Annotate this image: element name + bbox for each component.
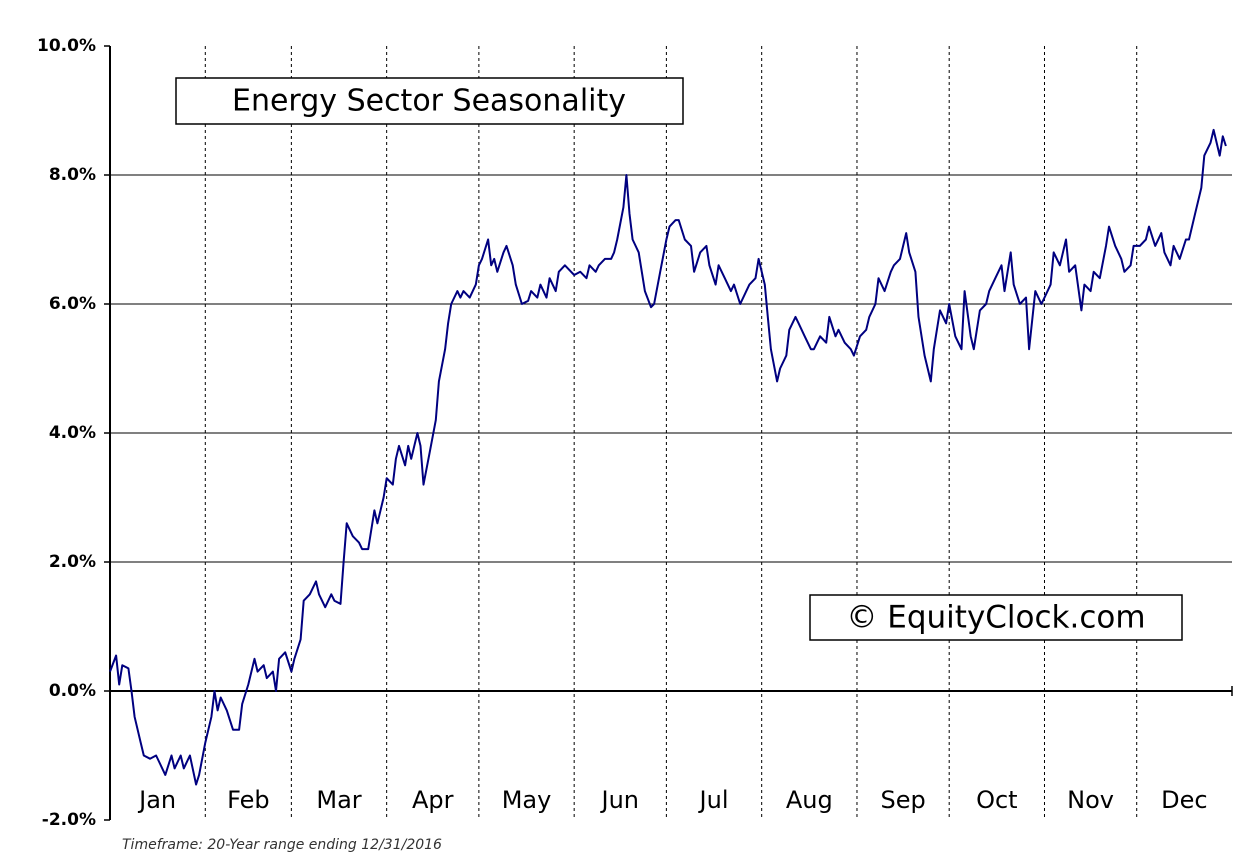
y-tick-label: 4.0% (49, 423, 96, 443)
x-tick-label: Jun (600, 786, 640, 814)
x-tick-label: Feb (227, 786, 270, 814)
watermark: © EquityClock.com (846, 600, 1145, 636)
x-tick-label: Aug (786, 786, 833, 814)
chart-title: Energy Sector Seasonality (232, 84, 626, 119)
x-tick-label: Jan (137, 786, 176, 814)
data-line (109, 128, 1227, 786)
x-tick-label: Sep (880, 786, 925, 814)
y-tick-label: 10.0% (37, 36, 96, 56)
x-tick-label: Oct (976, 786, 1018, 814)
x-tick-label: Jul (698, 786, 729, 814)
x-tick-label: Mar (316, 786, 361, 814)
watermark-box (809, 594, 1183, 641)
x-tick-label: Apr (412, 786, 454, 814)
y-tick-label: -2.0% (42, 810, 96, 830)
y-tick-label: 0.0% (49, 681, 96, 701)
x-tick-label: Nov (1067, 786, 1114, 814)
y-tick-label: 6.0% (49, 294, 96, 314)
footnote: Timeframe: 20-Year range ending 12/31/20… (122, 837, 442, 853)
x-tick-label: May (502, 786, 552, 814)
x-tick-label: Dec (1161, 786, 1207, 814)
y-tick-label: 8.0% (49, 165, 96, 185)
title-box (175, 77, 684, 125)
y-tick-label: 2.0% (49, 552, 96, 572)
